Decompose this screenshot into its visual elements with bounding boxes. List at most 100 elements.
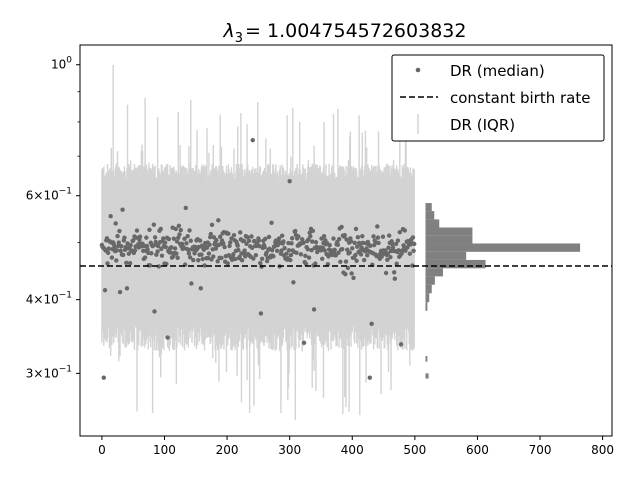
- median-point: [158, 226, 163, 232]
- median-point: [358, 252, 364, 257]
- legend-median-marker: [415, 67, 421, 73]
- median-point: [197, 238, 203, 243]
- median-point: [198, 286, 203, 291]
- median-point: [161, 236, 166, 241]
- median-point: [120, 252, 126, 258]
- y-tick-exponent: −1: [59, 291, 72, 301]
- median-point: [182, 236, 187, 242]
- median-point: [313, 240, 319, 245]
- median-point: [249, 245, 255, 251]
- median-point: [251, 256, 256, 261]
- median-point: [124, 286, 130, 291]
- median-point: [259, 256, 265, 262]
- median-point: [390, 245, 396, 250]
- median-point: [349, 271, 354, 276]
- median-point: [287, 178, 292, 184]
- median-point: [350, 246, 355, 251]
- median-point: [174, 239, 180, 244]
- median-point: [379, 254, 384, 259]
- median-point: [137, 234, 143, 239]
- median-point: [286, 248, 292, 253]
- median-point: [126, 251, 132, 256]
- title-subscript: 3: [235, 31, 243, 46]
- median-point: [343, 271, 348, 277]
- median-point: [137, 237, 142, 243]
- median-point: [367, 375, 372, 380]
- median-point: [380, 234, 386, 239]
- median-point: [187, 255, 193, 260]
- median-point: [176, 235, 181, 240]
- median-point: [115, 233, 120, 239]
- median-point: [214, 237, 219, 243]
- median-point: [288, 257, 293, 263]
- median-point: [342, 232, 347, 238]
- median-point: [347, 250, 352, 255]
- median-point: [172, 246, 178, 251]
- median-point: [303, 261, 309, 266]
- median-point: [331, 236, 336, 241]
- median-point: [411, 248, 416, 254]
- median-point: [225, 261, 230, 266]
- median-point: [335, 242, 341, 248]
- median-point: [392, 276, 398, 281]
- median-point: [147, 227, 152, 233]
- median-point: [313, 261, 318, 266]
- chart-title: λ3 = 1.004754572603832: [223, 20, 467, 46]
- median-point: [242, 248, 247, 253]
- median-point: [134, 228, 140, 233]
- x-tick-label: 600: [466, 443, 489, 457]
- histogram-bar: [425, 211, 435, 220]
- median-point: [385, 251, 391, 256]
- median-point: [164, 261, 169, 267]
- x-tick-label: 100: [153, 443, 176, 457]
- histogram-bar: [425, 268, 444, 277]
- x-tick-label: 200: [216, 443, 239, 457]
- x-tick-label: 0: [98, 443, 106, 457]
- median-point: [354, 258, 359, 264]
- median-point: [338, 259, 343, 265]
- median-point: [119, 243, 124, 249]
- median-point: [266, 234, 272, 240]
- median-point: [293, 228, 298, 234]
- median-point: [163, 244, 168, 250]
- median-point: [118, 248, 123, 253]
- median-point: [386, 245, 391, 250]
- median-point: [199, 252, 204, 257]
- median-point: [159, 253, 165, 258]
- median-point: [185, 233, 190, 239]
- median-point: [175, 255, 180, 261]
- median-point: [108, 213, 113, 219]
- median-point: [202, 263, 207, 268]
- median-point: [124, 260, 129, 265]
- median-point: [105, 261, 110, 266]
- median-point: [114, 248, 120, 253]
- median-point: [364, 246, 369, 251]
- median-point: [281, 239, 286, 244]
- median-point: [151, 222, 157, 227]
- median-point: [305, 247, 311, 252]
- y-tick-exponent: −1: [59, 364, 72, 374]
- median-point: [298, 252, 304, 257]
- plot-frame: [79, 44, 613, 437]
- median-point: [101, 375, 106, 380]
- median-point: [127, 260, 133, 266]
- y-tick-exponent: 0: [66, 56, 72, 66]
- median-point: [407, 251, 413, 256]
- median-point: [365, 253, 370, 258]
- median-point: [186, 247, 191, 252]
- median-point: [162, 240, 168, 245]
- median-point: [149, 251, 154, 256]
- median-point: [402, 228, 408, 233]
- median-point: [395, 238, 401, 243]
- median-point: [237, 254, 242, 259]
- median-point: [306, 255, 312, 260]
- histogram-bar: [425, 219, 440, 228]
- median-point: [412, 241, 417, 247]
- median-point: [152, 235, 158, 240]
- median-point: [112, 245, 117, 250]
- median-point: [391, 270, 397, 275]
- histogram-bar: [425, 284, 432, 294]
- median-point: [375, 235, 381, 240]
